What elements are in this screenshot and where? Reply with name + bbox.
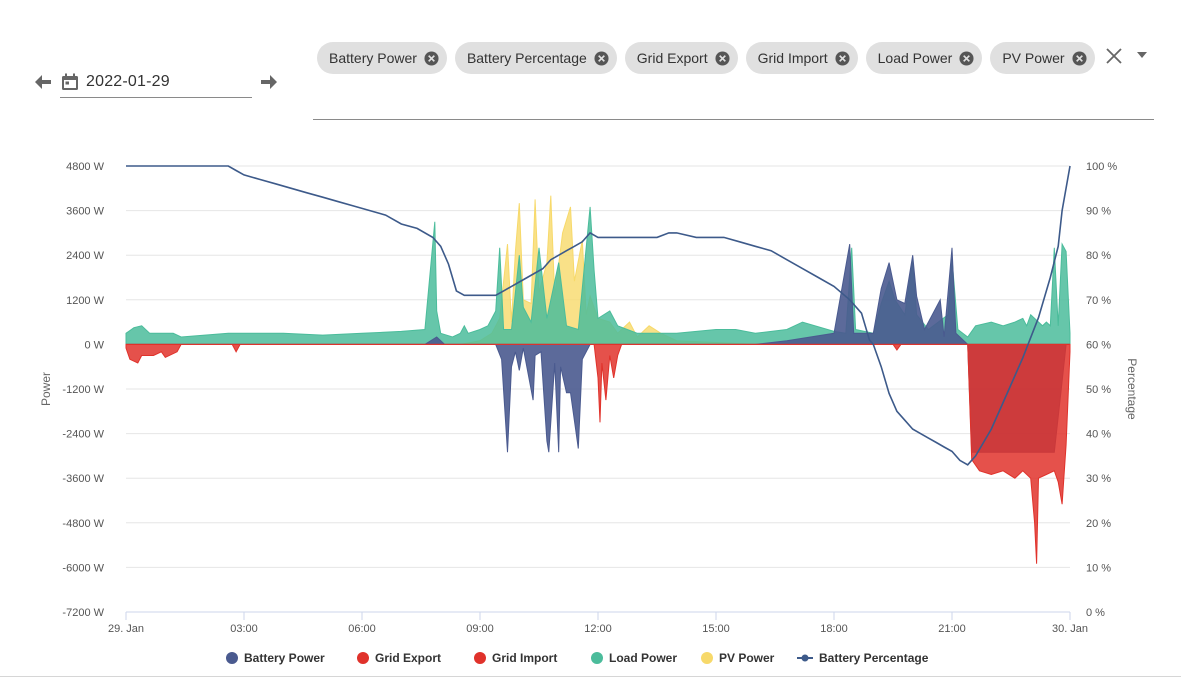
chip-load-power[interactable]: Load Power xyxy=(865,42,983,74)
series-area-load-power xyxy=(125,206,1071,345)
x-tick-label: 03:00 xyxy=(230,623,258,635)
legend-label: Battery Power xyxy=(244,651,325,665)
y-tick-label: 4800 W xyxy=(66,161,105,173)
series-chip-list: Battery Power Battery Percentage Grid Ex… xyxy=(317,42,1097,74)
y-right-axis-title: Percentage xyxy=(1125,358,1139,420)
y-right-tick-label: 80 % xyxy=(1086,250,1111,262)
legend: Battery Power Grid Export Grid Import Load … xyxy=(226,651,929,665)
chip-label: Battery Percentage xyxy=(466,50,587,66)
y-right-tick-label: 0 % xyxy=(1086,607,1105,619)
legend-swatch xyxy=(474,652,486,664)
legend-label: Grid Export xyxy=(375,651,441,665)
x-tick-label: 21:00 xyxy=(938,623,966,635)
chip-remove-icon[interactable] xyxy=(594,50,609,66)
y-right-tick-label: 30 % xyxy=(1086,473,1111,485)
close-icon[interactable] xyxy=(1104,46,1124,66)
chip-remove-icon[interactable] xyxy=(1072,50,1087,66)
chip-label: Grid Import xyxy=(757,50,828,66)
date-value: 2022-01-29 xyxy=(86,72,170,90)
arrow-left-icon[interactable] xyxy=(34,73,52,91)
chip-battery-power[interactable]: Battery Power xyxy=(317,42,447,74)
y-tick-label: 1200 W xyxy=(66,295,105,307)
y-tick-label: 3600 W xyxy=(66,206,105,218)
caret-down-icon[interactable] xyxy=(1136,50,1148,60)
chip-grid-export[interactable]: Grid Export xyxy=(624,42,738,74)
y-right-tick-label: 70 % xyxy=(1086,295,1111,307)
series-area-pv-power xyxy=(126,195,1070,345)
x-tick-label: 29. Jan xyxy=(108,623,144,635)
chip-remove-icon[interactable] xyxy=(715,50,730,66)
legend-label: PV Power xyxy=(719,651,775,665)
y-right-tick-label: 20 % xyxy=(1086,518,1111,530)
y-axis-title: Power xyxy=(39,372,53,406)
legend-item: Battery Percentage xyxy=(797,651,929,665)
y-right-tick-label: 90 % xyxy=(1086,206,1111,218)
y-tick-label: -7200 W xyxy=(62,607,104,619)
y-tick-label: 2400 W xyxy=(66,250,105,262)
y-right-tick-label: 50 % xyxy=(1086,384,1111,396)
legend-swatch xyxy=(226,652,238,664)
x-tick-label: 12:00 xyxy=(584,623,612,635)
line-series xyxy=(126,165,1071,466)
legend-item: Battery Power xyxy=(226,651,325,665)
chip-grid-import[interactable]: Grid Import xyxy=(745,42,858,74)
calendar-icon[interactable] xyxy=(60,72,80,92)
chip-label: Grid Export xyxy=(636,50,708,66)
y-right-tick-label: 100 % xyxy=(1086,161,1117,173)
series-select[interactable]: Battery Power Battery Percentage Grid Ex… xyxy=(313,38,1154,120)
legend-item: Load Power xyxy=(591,651,677,665)
chip-remove-icon[interactable] xyxy=(835,50,850,66)
divider xyxy=(0,676,1181,677)
y-tick-label: -1200 W xyxy=(62,384,104,396)
legend-swatch xyxy=(701,652,713,664)
legend-swatch xyxy=(357,652,369,664)
x-tick-label: 09:00 xyxy=(466,623,494,635)
chip-remove-icon[interactable] xyxy=(959,50,974,66)
chip-label: PV Power xyxy=(1002,50,1065,66)
legend-label: Grid Import xyxy=(492,651,557,665)
chip-battery-percentage[interactable]: Battery Percentage xyxy=(454,42,617,74)
legend-swatch xyxy=(801,654,809,662)
y-tick-label: 0 W xyxy=(84,339,104,351)
y-right-tick-label: 60 % xyxy=(1086,339,1111,351)
legend-item: Grid Export xyxy=(357,651,441,665)
chip-label: Battery Power xyxy=(329,50,417,66)
x-tick-label: 06:00 xyxy=(348,623,376,635)
legend-swatch xyxy=(591,652,603,664)
x-tick-label: 15:00 xyxy=(702,623,730,635)
series-line-battery-percentage xyxy=(126,165,1071,466)
legend-label: Battery Percentage xyxy=(819,651,929,665)
legend-label: Load Power xyxy=(609,651,677,665)
area-series xyxy=(125,195,1071,564)
legend-item: PV Power xyxy=(701,651,775,665)
arrow-right-icon[interactable] xyxy=(260,73,278,91)
x-tick-label: 18:00 xyxy=(820,623,848,635)
chip-remove-icon[interactable] xyxy=(424,50,439,66)
x-tick-label: 30. Jan xyxy=(1052,623,1088,635)
y-tick-label: -6000 W xyxy=(62,562,104,574)
chip-pv-power[interactable]: PV Power xyxy=(990,42,1095,74)
y-tick-label: -3600 W xyxy=(62,473,104,485)
y-tick-label: -2400 W xyxy=(62,429,104,441)
date-navigation: 2022-01-29 xyxy=(34,66,278,98)
series-area-grid-export xyxy=(125,343,1071,564)
axes: 4800 W 100 % 3600 W 90 % 2400 W 80 % 1200 W 70 … xyxy=(39,161,1139,635)
chip-label: Load Power xyxy=(877,50,953,66)
y-right-tick-label: 40 % xyxy=(1086,429,1111,441)
y-right-tick-label: 10 % xyxy=(1086,562,1111,574)
legend-item: Grid Import xyxy=(474,651,557,665)
date-input[interactable]: 2022-01-29 xyxy=(60,67,252,98)
y-tick-label: -4800 W xyxy=(62,518,104,530)
